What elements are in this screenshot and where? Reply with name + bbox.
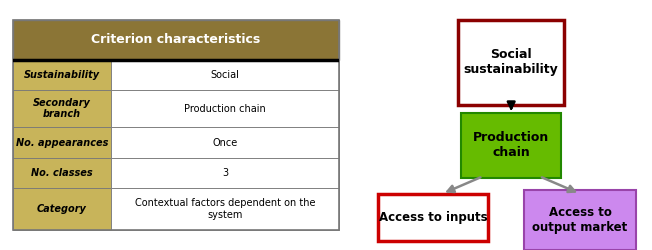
Text: No. appearances: No. appearances (16, 138, 108, 147)
Text: Production chain: Production chain (184, 104, 266, 114)
FancyBboxPatch shape (13, 188, 111, 230)
FancyBboxPatch shape (111, 127, 339, 158)
FancyBboxPatch shape (13, 20, 339, 60)
FancyBboxPatch shape (458, 20, 565, 105)
FancyBboxPatch shape (111, 60, 339, 90)
Text: Access to inputs: Access to inputs (379, 211, 487, 224)
Text: Category: Category (37, 204, 87, 214)
Text: Sustainability: Sustainability (24, 70, 100, 80)
Text: No. classes: No. classes (31, 168, 93, 178)
Text: Once: Once (213, 138, 237, 147)
Text: Access to
output market: Access to output market (533, 206, 628, 234)
FancyBboxPatch shape (461, 112, 561, 178)
Text: Production
chain: Production chain (473, 131, 549, 159)
FancyBboxPatch shape (13, 127, 111, 158)
FancyBboxPatch shape (524, 190, 636, 250)
Text: Social
sustainability: Social sustainability (464, 48, 559, 76)
FancyBboxPatch shape (111, 158, 339, 188)
Text: Contextual factors dependent on the
system: Contextual factors dependent on the syst… (135, 198, 315, 220)
FancyBboxPatch shape (111, 90, 339, 127)
FancyBboxPatch shape (13, 60, 111, 90)
Text: Social: Social (211, 70, 239, 80)
Text: Secondary
branch: Secondary branch (33, 98, 91, 120)
FancyBboxPatch shape (13, 90, 111, 127)
FancyBboxPatch shape (378, 194, 488, 241)
Text: 3: 3 (222, 168, 228, 178)
Text: Criterion characteristics: Criterion characteristics (91, 33, 261, 46)
FancyBboxPatch shape (13, 158, 111, 188)
FancyBboxPatch shape (111, 188, 339, 230)
